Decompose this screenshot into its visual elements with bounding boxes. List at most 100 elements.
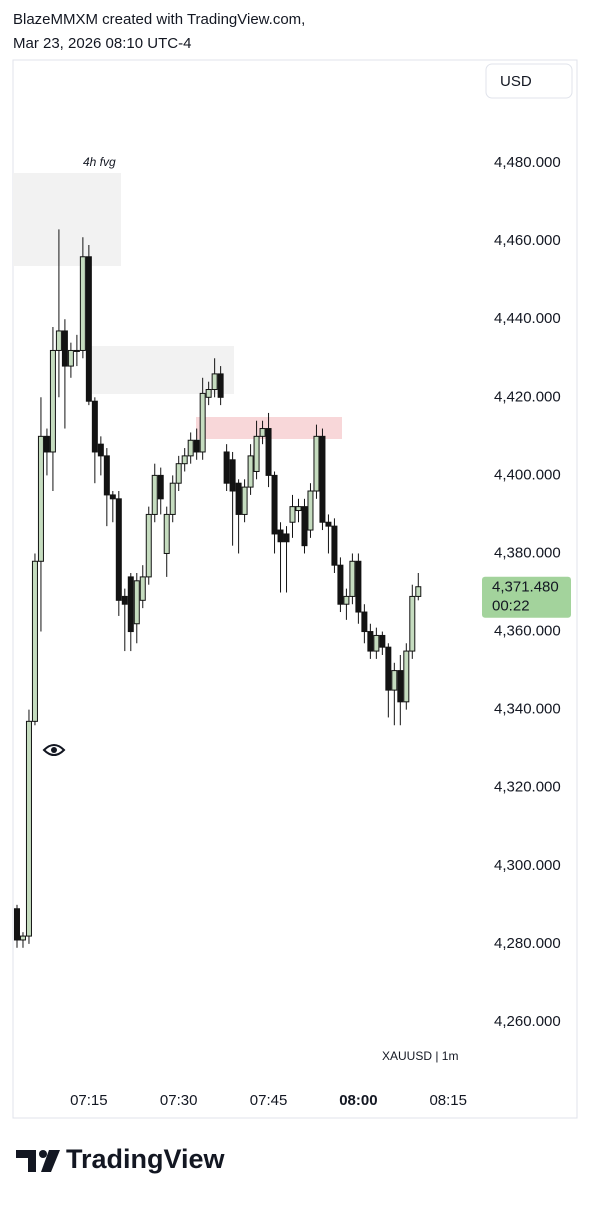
candle-body bbox=[253, 435, 260, 472]
candle-body bbox=[61, 330, 68, 367]
candle-body bbox=[199, 392, 206, 453]
candle-body bbox=[31, 560, 38, 722]
candle-body bbox=[97, 443, 104, 457]
currency-label: USD bbox=[500, 73, 532, 90]
candle-body bbox=[67, 349, 74, 367]
candle-body bbox=[391, 670, 398, 691]
candle-body bbox=[85, 256, 92, 402]
candle-body bbox=[361, 611, 368, 633]
candle-body bbox=[343, 595, 350, 605]
x-tick-label: 07:30 bbox=[160, 1092, 198, 1109]
candle-body bbox=[169, 482, 176, 515]
candle-body bbox=[115, 498, 122, 601]
candle-body bbox=[205, 389, 212, 398]
y-tick-label: 4,280.000 bbox=[494, 935, 561, 952]
candle-body bbox=[397, 670, 404, 703]
last-price-label: 4,371.480 bbox=[492, 579, 559, 596]
candle-body bbox=[37, 435, 44, 562]
candle-body bbox=[145, 513, 152, 578]
last-price-box bbox=[482, 576, 571, 618]
y-tick-label: 4,360.000 bbox=[494, 623, 561, 640]
y-tick-label: 4,420.000 bbox=[494, 388, 561, 405]
y-tick-label: 4,460.000 bbox=[494, 232, 561, 249]
candle-body bbox=[49, 349, 56, 453]
candle-body bbox=[379, 634, 386, 648]
brand-name: TradingView bbox=[66, 1144, 226, 1174]
x-tick-label: 07:15 bbox=[70, 1092, 108, 1109]
candle-body bbox=[301, 506, 308, 547]
candle-body bbox=[103, 455, 110, 496]
candle-body bbox=[181, 455, 188, 465]
candle-body bbox=[355, 560, 362, 613]
candle-body bbox=[151, 474, 158, 515]
candle-body bbox=[19, 935, 26, 941]
candle-body bbox=[127, 576, 134, 633]
candle-body bbox=[385, 646, 392, 691]
candle-body bbox=[283, 533, 290, 543]
candle-body bbox=[337, 564, 344, 605]
candle-body bbox=[319, 435, 326, 523]
currency-button[interactable] bbox=[485, 63, 573, 99]
zone bbox=[13, 173, 121, 266]
candle-body bbox=[313, 435, 320, 492]
eye-icon bbox=[42, 744, 66, 756]
x-tick-label: 08:15 bbox=[429, 1092, 467, 1109]
candle-body bbox=[295, 506, 302, 512]
candle-body bbox=[109, 494, 116, 500]
candle-body bbox=[13, 908, 20, 941]
candle-body bbox=[403, 650, 410, 703]
candle-body bbox=[163, 513, 170, 554]
y-tick-label: 4,480.000 bbox=[494, 154, 561, 171]
y-tick-label: 4,260.000 bbox=[494, 1013, 561, 1030]
x-tick-label: 07:45 bbox=[250, 1092, 288, 1109]
candle-body bbox=[235, 482, 242, 515]
candle-body bbox=[259, 428, 266, 437]
y-tick-label: 4,440.000 bbox=[494, 310, 561, 327]
candle-body bbox=[247, 455, 254, 488]
candle-body bbox=[289, 506, 296, 523]
candle-body bbox=[367, 631, 374, 652]
candle-body bbox=[157, 474, 164, 500]
candle-body bbox=[193, 439, 200, 453]
candle-body bbox=[217, 373, 224, 398]
candle-body bbox=[277, 529, 284, 543]
y-tick-label: 4,340.000 bbox=[494, 701, 561, 718]
candle-body bbox=[349, 560, 356, 597]
candle-body bbox=[79, 256, 86, 351]
plot bbox=[13, 229, 422, 948]
y-tick-label: 4,380.000 bbox=[494, 544, 561, 561]
candle-body bbox=[241, 486, 248, 515]
header-line: Mar 23, 2026 08:10 UTC-4 bbox=[13, 35, 191, 52]
zone bbox=[90, 346, 234, 394]
candle-body bbox=[223, 451, 230, 484]
countdown: 00:22 bbox=[492, 598, 530, 615]
brand-logo bbox=[16, 1150, 60, 1172]
candle-body bbox=[187, 439, 194, 457]
candle-body bbox=[73, 349, 80, 352]
candle-body bbox=[121, 595, 128, 605]
y-tick-label: 4,400.000 bbox=[494, 466, 561, 483]
x-tick-label: 08:00 bbox=[339, 1092, 377, 1109]
candle-body bbox=[373, 634, 380, 652]
candle-body bbox=[325, 521, 332, 527]
candle-body bbox=[271, 474, 278, 535]
candle-body bbox=[307, 490, 314, 531]
candle-body bbox=[175, 463, 182, 484]
candle-body bbox=[331, 525, 338, 566]
candle-body bbox=[55, 330, 62, 351]
y-tick-label: 4,320.000 bbox=[494, 779, 561, 796]
candle-body bbox=[25, 720, 32, 937]
candle-body bbox=[265, 428, 272, 476]
candle-body bbox=[43, 435, 50, 453]
candle-body bbox=[415, 586, 422, 597]
y-tick-label: 4,300.000 bbox=[494, 857, 561, 874]
symbol-label: XAUUSD | 1m bbox=[382, 1049, 458, 1063]
candle-body bbox=[91, 400, 98, 453]
candle-body bbox=[133, 580, 140, 625]
candle-body bbox=[409, 595, 416, 652]
candle-body bbox=[211, 373, 218, 391]
header-line: BlazeMMXM created with TradingView.com, bbox=[13, 11, 305, 28]
annotation: 4h fvg bbox=[83, 155, 116, 169]
